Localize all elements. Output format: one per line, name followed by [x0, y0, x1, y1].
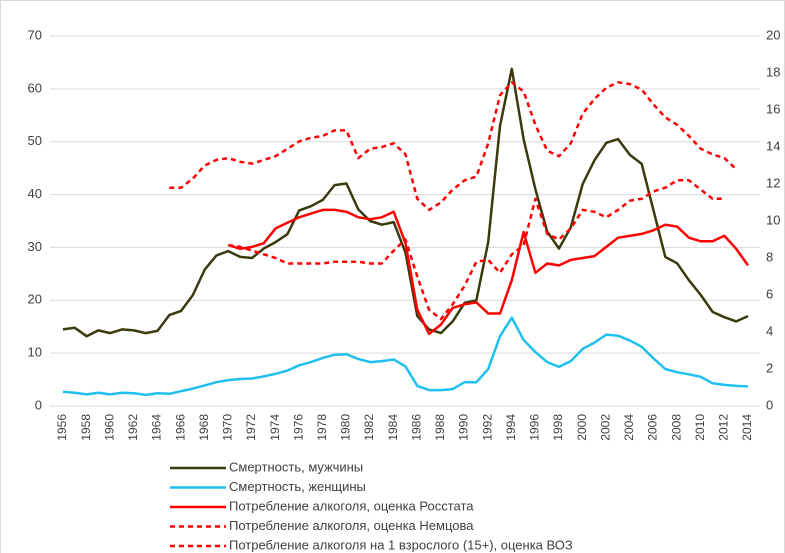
y2-tick-label: 18: [766, 64, 780, 79]
x-tick-label: 2010: [693, 414, 707, 441]
x-tick-label: 2004: [622, 414, 636, 441]
x-tick-label: 1960: [102, 414, 116, 441]
x-tick-label: 1962: [126, 414, 140, 441]
series-line: [227, 208, 750, 336]
x-tick-label: 1980: [339, 414, 353, 441]
x-tick-label: 2002: [598, 414, 612, 441]
series-line: [62, 67, 749, 338]
x-tick-label: 1970: [221, 414, 235, 441]
x-tick-label: 1958: [79, 414, 93, 441]
y2-tick-label: 14: [766, 138, 780, 153]
x-tick-label: 2012: [717, 414, 731, 441]
x-tick-label: 2000: [575, 414, 589, 441]
x-tick-label: 1974: [268, 414, 282, 441]
x-tick-label: 1978: [315, 414, 329, 441]
legend-label: Потребление алкоголя на 1 взрослого (15+…: [229, 537, 573, 552]
x-tick-label: 1998: [551, 414, 565, 441]
y2-tick-label: 20: [766, 27, 780, 42]
y2-tick-label: 10: [766, 212, 780, 227]
x-tick-label: 1994: [504, 414, 518, 441]
y2-tick-label: 16: [766, 101, 780, 116]
x-tick-label: 1966: [173, 414, 187, 441]
x-tick-label: 1968: [197, 414, 211, 441]
x-tick-label: 1976: [291, 414, 305, 441]
x-tick-label: 1992: [480, 414, 494, 441]
y-tick-label: 50: [28, 133, 42, 148]
y2-tick-label: 2: [766, 360, 773, 375]
legend-label: Потребление алкоголя, оценка Росстата: [229, 498, 474, 513]
y2-tick-label: 12: [766, 175, 780, 190]
series-line: [62, 316, 749, 397]
x-tick-label: 1988: [433, 414, 447, 441]
x-tick-label: 1990: [457, 414, 471, 441]
x-tick-label: 1996: [528, 414, 542, 441]
series-line: [228, 179, 725, 321]
x-tick-label: 1984: [386, 414, 400, 441]
legend-label: Смертность, женщины: [229, 479, 366, 494]
x-tick-label: 2014: [740, 414, 754, 441]
legend-label: Смертность, мужчины: [229, 459, 363, 474]
x-tick-label: 1972: [244, 414, 258, 441]
y2-tick-label: 4: [766, 323, 773, 338]
y-tick-label: 0: [35, 397, 42, 412]
x-tick-label: 1982: [362, 414, 376, 441]
y2-tick-label: 6: [766, 286, 773, 301]
x-tick-label: 1956: [55, 414, 69, 441]
x-tick-label: 1986: [409, 414, 423, 441]
x-tick-label: 2008: [669, 414, 683, 441]
y-tick-label: 40: [28, 186, 42, 201]
x-tick-label: 2006: [646, 414, 660, 441]
y2-tick-label: 0: [766, 397, 773, 412]
y-tick-label: 70: [28, 27, 42, 42]
y-tick-label: 20: [28, 292, 42, 307]
x-tick-label: 1964: [150, 414, 164, 441]
legend-label: Потребление алкоголя, оценка Немцова: [229, 518, 474, 533]
y2-tick-label: 8: [766, 249, 773, 264]
y-tick-label: 10: [28, 345, 42, 360]
y-tick-label: 30: [28, 239, 42, 254]
y-tick-label: 60: [28, 80, 42, 95]
